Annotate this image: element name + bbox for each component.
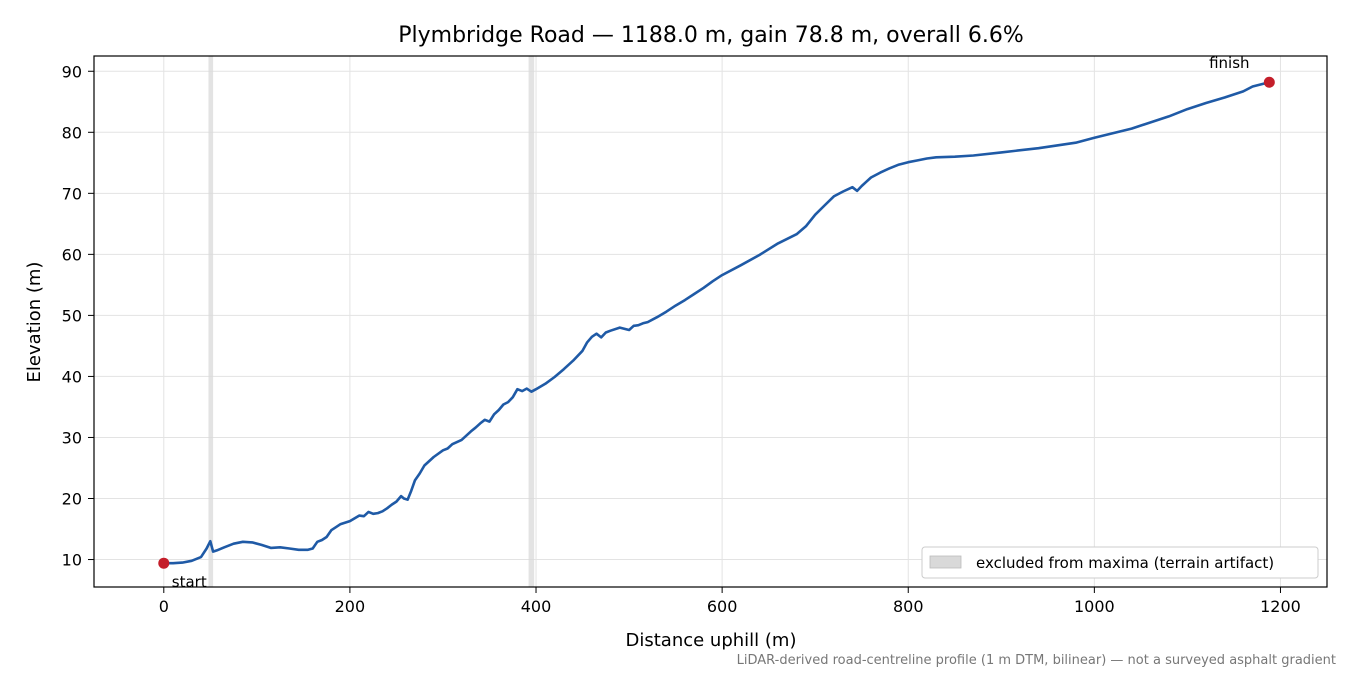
plot-frame xyxy=(93,55,1328,588)
footnote: LiDAR-derived road-centreline profile (1… xyxy=(737,653,1336,668)
y-tick-label: 60 xyxy=(62,245,82,264)
x-tick-label: 600 xyxy=(707,597,738,616)
y-tick-label: 40 xyxy=(62,367,82,386)
x-tick-label: 1200 xyxy=(1260,597,1301,616)
y-axis-ticks: 10 20 30 40 50 60 70 80 90 xyxy=(62,62,94,570)
y-tick-label: 80 xyxy=(62,123,82,142)
x-tick-label: 400 xyxy=(521,597,552,616)
y-tick-label: 70 xyxy=(62,184,82,203)
x-axis-label: Distance uphill (m) xyxy=(626,630,797,651)
excluded-band xyxy=(208,56,214,587)
x-tick-label: 1000 xyxy=(1074,597,1115,616)
elevation-line xyxy=(162,80,1271,565)
x-axis-ticks: 0 200 400 600 800 1000 1200 xyxy=(159,587,1301,616)
finish-label: finish xyxy=(1209,54,1249,72)
x-tick-label: 800 xyxy=(893,597,924,616)
y-tick-label: 50 xyxy=(62,306,82,325)
y-tick-label: 30 xyxy=(62,428,82,447)
chart-title: Plymbridge Road — 1188.0 m, gain 78.8 m,… xyxy=(398,23,1024,48)
y-tick-label: 10 xyxy=(62,551,82,570)
legend-swatch xyxy=(929,555,962,569)
legend: excluded from maxima (terrain artifact) xyxy=(921,546,1319,579)
finish-marker xyxy=(1263,76,1275,88)
y-axis-label: Elevation (m) xyxy=(24,262,45,383)
legend-box xyxy=(921,546,1319,579)
y-tick-label: 20 xyxy=(62,490,82,509)
start-marker xyxy=(158,557,170,569)
start-label: start xyxy=(172,573,207,591)
annotations: start finish xyxy=(158,54,1275,591)
y-tick-label: 90 xyxy=(62,62,82,81)
legend-entry: excluded from maxima (terrain artifact) xyxy=(976,554,1274,572)
excluded-bands xyxy=(208,56,535,587)
excluded-band xyxy=(528,56,535,587)
x-tick-label: 200 xyxy=(335,597,366,616)
grid-lines xyxy=(94,56,1327,587)
series-group xyxy=(162,80,1271,565)
x-tick-label: 0 xyxy=(159,597,169,616)
